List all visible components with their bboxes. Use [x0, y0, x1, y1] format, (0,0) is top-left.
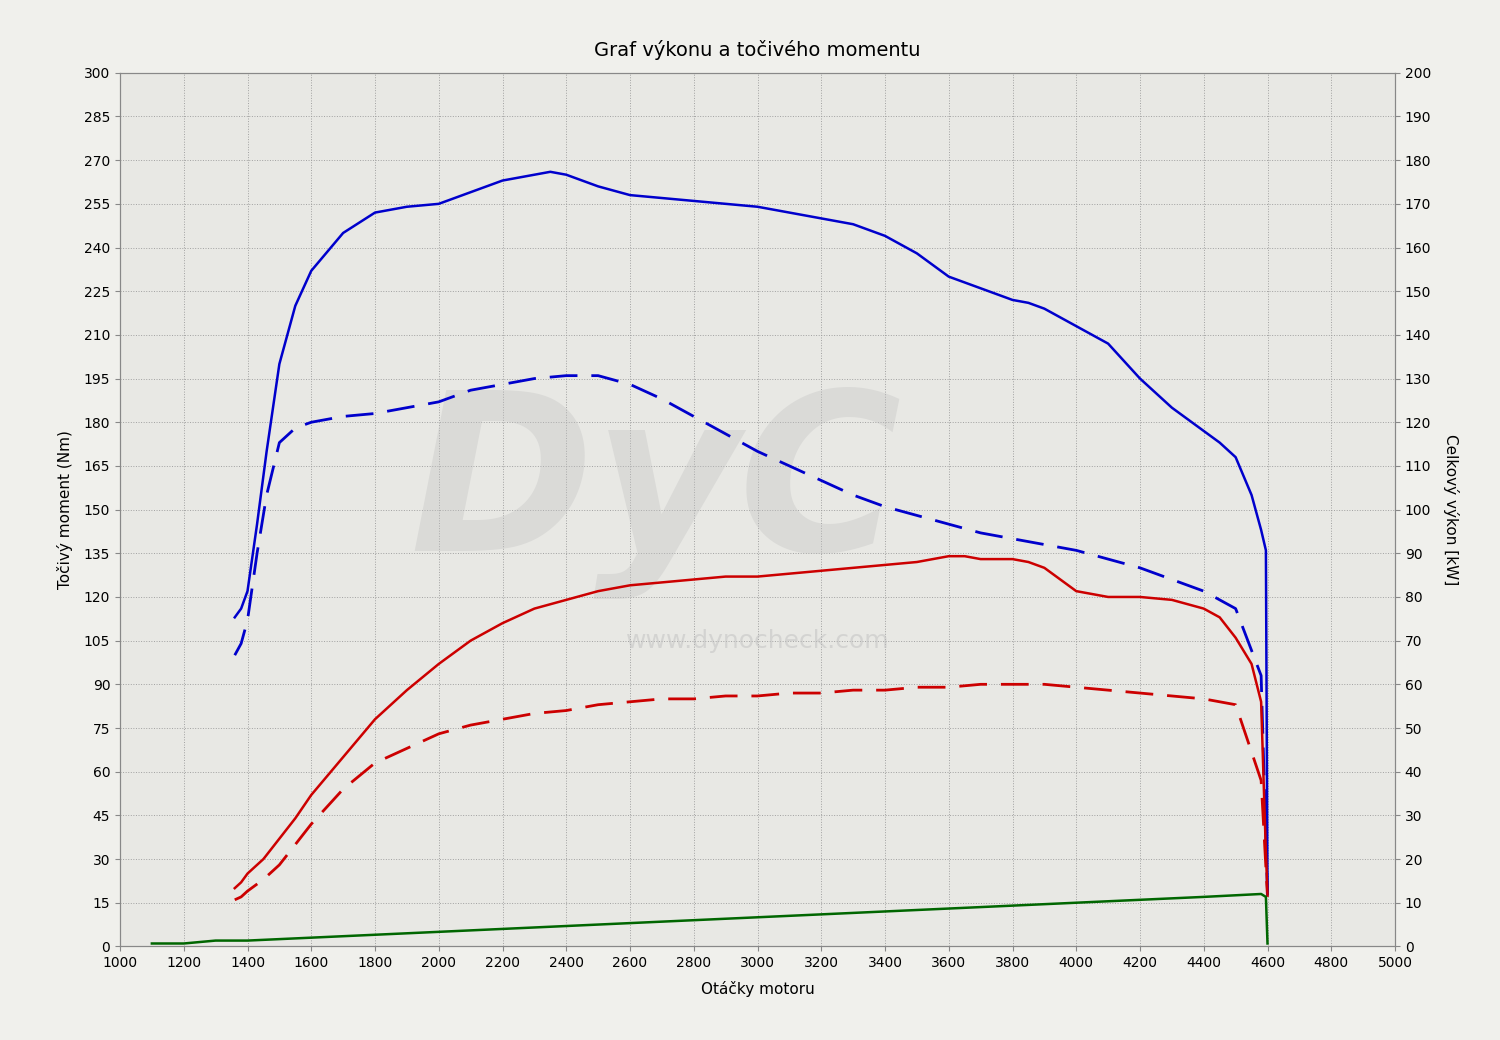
Title: Graf výkonu a točivého momentu: Graf výkonu a točivého momentu: [594, 41, 921, 60]
Y-axis label: Celkový výkon [kW]: Celkový výkon [kW]: [1443, 434, 1460, 586]
Y-axis label: Točivý moment (Nm): Točivý moment (Nm): [57, 431, 72, 589]
Text: DyC: DyC: [410, 385, 902, 599]
Text: www.dynocheck.com: www.dynocheck.com: [626, 628, 890, 653]
X-axis label: Otáčky motoru: Otáčky motoru: [700, 981, 814, 997]
